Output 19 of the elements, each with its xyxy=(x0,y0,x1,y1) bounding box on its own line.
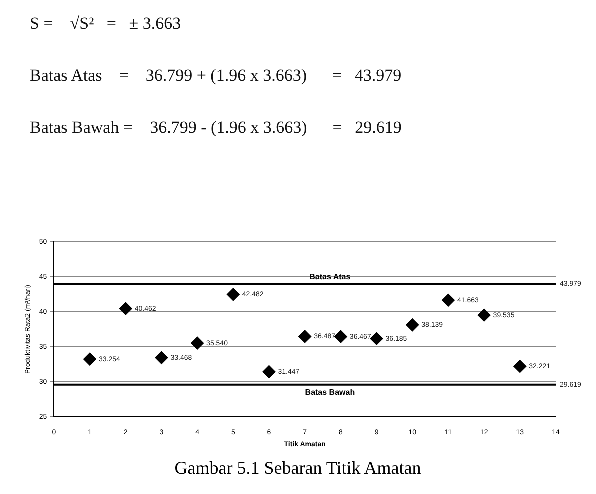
point xyxy=(478,308,491,322)
point xyxy=(442,294,455,307)
point xyxy=(191,336,204,350)
text: Gambar 5.1 Sebaran Titik Amatan xyxy=(174,458,422,479)
point xyxy=(84,352,97,366)
ref-line-label: Batas Bawah xyxy=(305,388,356,398)
point xyxy=(334,330,348,344)
point xyxy=(370,332,384,346)
point xyxy=(155,351,168,364)
point xyxy=(262,366,276,379)
point xyxy=(406,318,420,332)
text: S = √S² = ± 3.663 xyxy=(30,14,182,34)
point xyxy=(119,302,132,316)
text: Batas Bawah = 36.799 - (1.96 x 3.663) = 29.619 xyxy=(30,118,402,138)
point xyxy=(514,360,527,374)
point xyxy=(298,330,312,344)
point xyxy=(226,288,240,302)
ref-line-label: Batas Atas xyxy=(310,272,352,282)
text: Batas Atas = 36.799 + (1.96 x 3.663) = 43.979 xyxy=(30,66,402,86)
